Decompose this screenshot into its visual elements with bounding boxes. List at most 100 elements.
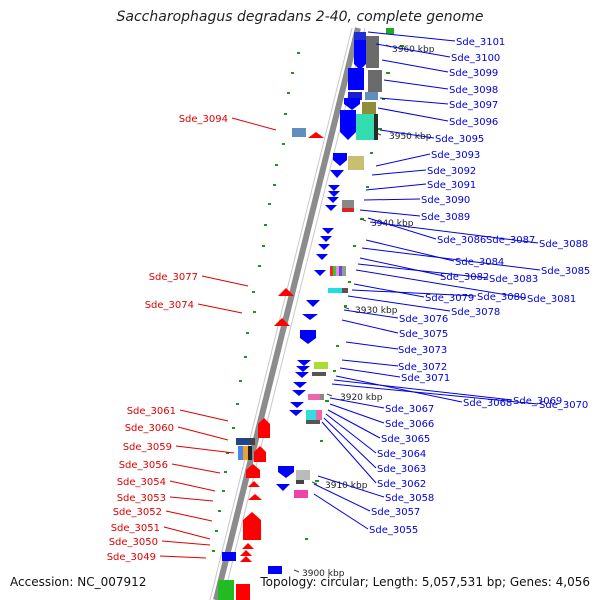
gene-label[interactable]: Sde_3053 — [117, 493, 166, 504]
gene-label[interactable]: Sde_3059 — [123, 442, 172, 453]
gene-feature — [333, 266, 336, 276]
gene-label[interactable]: Sde_3086 — [437, 235, 486, 246]
gene-label[interactable]: Sde_3077 — [149, 272, 198, 283]
gene-label[interactable]: Sde_3096 — [449, 117, 498, 128]
gene-label[interactable]: Sde_3056 — [119, 460, 168, 471]
gene-label[interactable]: Sde_3084 — [455, 257, 504, 268]
kbp-label-3910: 3910 kbp — [325, 481, 368, 491]
gene-label[interactable]: Sde_3099 — [449, 68, 498, 79]
kbp-label-3940: 3940 kbp — [371, 219, 414, 229]
gene-feature — [316, 410, 322, 420]
gene-feature — [365, 92, 378, 100]
genome-backbone — [213, 27, 361, 600]
gene-label[interactable]: Sde_3097 — [449, 100, 498, 111]
gene-label[interactable]: Sde_3052 — [113, 507, 162, 518]
accession-text: Accession: NC_007912 — [10, 575, 147, 589]
gene-label[interactable]: Sde_3092 — [427, 166, 476, 177]
gene-feature — [274, 318, 290, 326]
gene-label[interactable]: Sde_3088 — [539, 239, 588, 250]
gene-feature — [240, 556, 252, 562]
gene-feature — [312, 372, 326, 376]
reverse-strand-features — [268, 28, 394, 574]
gene-feature — [246, 464, 260, 478]
gene-feature — [240, 550, 252, 556]
gene-feature — [243, 512, 261, 540]
gene-label[interactable]: Sde_3069 — [513, 396, 562, 407]
gene-label[interactable]: Sde_3057 — [371, 507, 420, 518]
gene-feature — [254, 446, 266, 462]
gene-feature — [296, 470, 310, 480]
gene-label[interactable]: Sde_3098 — [449, 85, 498, 96]
gene-feature — [318, 244, 330, 250]
gene-label[interactable]: Sde_3054 — [117, 477, 166, 488]
gene-feature — [290, 402, 304, 408]
gene-label[interactable]: Sde_3087 — [486, 235, 535, 246]
gene-feature — [368, 70, 382, 92]
gene-label[interactable]: Sde_3100 — [451, 53, 500, 64]
gene-feature — [342, 208, 354, 212]
gene-feature — [295, 372, 309, 378]
gene-label[interactable]: Sde_3089 — [421, 212, 470, 223]
gene-label[interactable]: Sde_3073 — [398, 345, 447, 356]
gene-feature — [248, 494, 262, 500]
gene-label[interactable]: Sde_3060 — [125, 423, 174, 434]
gene-feature — [292, 390, 306, 396]
gene-label[interactable]: Sde_3072 — [398, 362, 447, 373]
gene-feature — [320, 394, 324, 400]
gene-feature — [250, 438, 255, 445]
gene-label[interactable]: Sde_3075 — [399, 329, 448, 340]
gene-label[interactable]: Sde_3050 — [109, 537, 158, 548]
gene-label[interactable]: Sde_3090 — [421, 195, 470, 206]
gene-label[interactable]: Sde_3101 — [456, 37, 505, 48]
gene-label[interactable]: Sde_3065 — [381, 434, 430, 445]
gene-feature — [342, 200, 354, 208]
gene-label[interactable]: Sde_3066 — [385, 419, 434, 430]
gene-feature — [340, 110, 356, 140]
left-leader-lines — [159, 117, 277, 559]
gene-label[interactable]: Sde_3080 — [477, 292, 526, 303]
gene-feature — [308, 394, 320, 400]
gene-label[interactable]: Sde_3091 — [427, 180, 476, 191]
gene-label[interactable]: Sde_3055 — [369, 525, 418, 536]
gene-label[interactable]: Sde_3093 — [431, 150, 480, 161]
gene-label[interactable]: Sde_3067 — [385, 404, 434, 415]
gene-label[interactable]: Sde_3063 — [377, 464, 426, 475]
gene-feature — [354, 40, 366, 70]
gene-label[interactable]: Sde_3095 — [435, 134, 484, 145]
gene-label[interactable]: Sde_3081 — [527, 294, 576, 305]
gene-label[interactable]: Sde_3082 — [440, 272, 489, 283]
gene-label[interactable]: Sde_3078 — [451, 307, 500, 318]
gene-label[interactable]: Sde_3085 — [541, 266, 590, 277]
gene-feature — [294, 490, 308, 498]
gene-feature — [325, 205, 337, 211]
gene-label[interactable]: Sde_3079 — [425, 293, 474, 304]
gene-feature — [342, 266, 346, 276]
gene-feature — [374, 114, 378, 140]
gene-feature — [268, 566, 282, 574]
gene-label[interactable]: Sde_3049 — [107, 552, 156, 563]
kbp-label-3930: 3930 kbp — [355, 306, 398, 316]
gene-label[interactable]: Sde_3071 — [401, 373, 450, 384]
backbone-inner-edge — [209, 27, 353, 600]
gene-label[interactable]: Sde_3064 — [377, 449, 426, 460]
gene-feature — [339, 266, 342, 276]
gene-feature — [356, 114, 374, 140]
gene-label[interactable]: Sde_3074 — [145, 300, 194, 311]
gene-label[interactable]: Sde_3068 — [463, 398, 512, 409]
map-title: Saccharophagus degradans 2-40, complete … — [116, 9, 484, 25]
gene-label[interactable]: Sde_3094 — [179, 114, 228, 125]
gene-feature — [333, 153, 347, 166]
gene-feature — [342, 288, 348, 293]
kbp-label-3900: 3900 kbp — [302, 569, 345, 579]
gene-label[interactable]: Sde_3051 — [111, 523, 160, 534]
gene-feature — [276, 484, 290, 491]
gene-label[interactable]: Sde_3076 — [399, 314, 448, 325]
left-gene-labels: Sde_3094 Sde_3077 Sde_3074 Sde_3061 Sde_… — [107, 114, 228, 563]
gene-feature — [238, 446, 243, 460]
gene-label[interactable]: Sde_3070 — [539, 400, 588, 411]
gene-label[interactable]: Sde_3061 — [127, 406, 176, 417]
gene-label[interactable]: Sde_3058 — [385, 493, 434, 504]
gene-label[interactable]: Sde_3062 — [377, 479, 426, 490]
gene-label[interactable]: Sde_3083 — [489, 274, 538, 285]
